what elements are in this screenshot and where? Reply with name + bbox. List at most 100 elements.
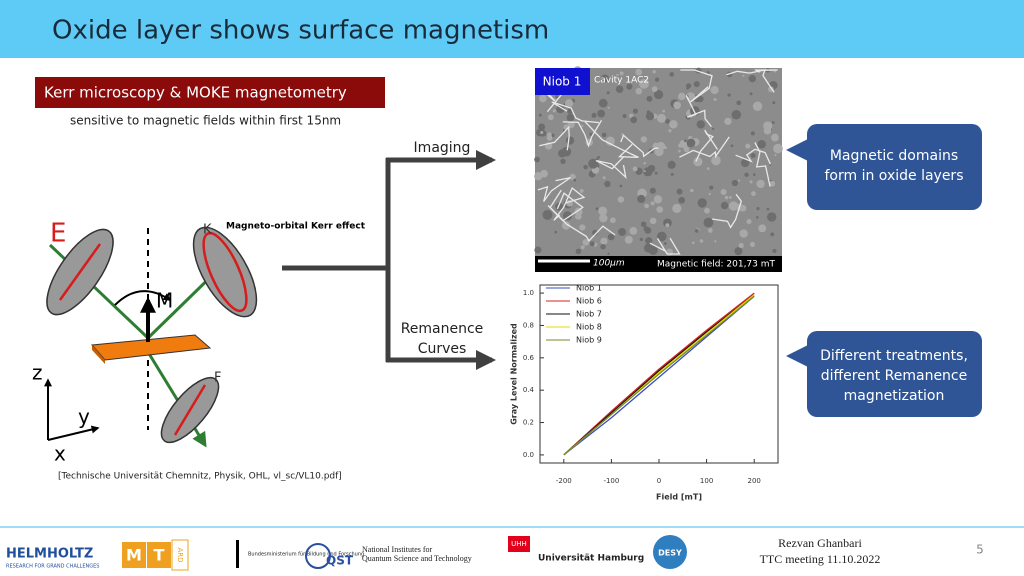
grain: [650, 201, 655, 206]
grain: [713, 97, 717, 102]
legend-label: Niob 8: [576, 323, 602, 332]
domain-wall: [726, 69, 775, 93]
grain: [676, 188, 683, 195]
domain-wall: [549, 189, 584, 222]
flow-label: Curves: [418, 341, 467, 357]
grain: [542, 209, 553, 220]
grain: [552, 109, 556, 113]
grain: [683, 146, 690, 153]
grain: [755, 216, 759, 219]
grain: [607, 106, 610, 109]
grain: [771, 121, 775, 124]
grain: [686, 138, 696, 148]
grain: [547, 132, 552, 138]
grain: [632, 166, 638, 172]
grain: [619, 71, 624, 76]
y-tick-label: 0.6: [523, 354, 535, 362]
grain: [734, 247, 743, 256]
callout-text: magnetization: [844, 388, 945, 404]
domain-wall: [562, 119, 603, 148]
grain: [538, 123, 546, 131]
series-line: [563, 295, 755, 456]
logo-mark: [305, 543, 331, 569]
legend-label: Niob 7: [576, 310, 602, 319]
grain: [669, 72, 675, 77]
grain: [654, 90, 664, 100]
grain: [648, 245, 658, 255]
diagram-label: z: [32, 361, 43, 385]
grain: [710, 85, 719, 95]
grain: [678, 92, 686, 101]
logo-text: HELMHOLTZ: [6, 547, 93, 562]
grain: [615, 85, 624, 94]
grain: [640, 221, 647, 228]
grain: [582, 239, 590, 246]
domain-wall: [754, 69, 778, 73]
grain: [600, 243, 606, 250]
grain: [724, 195, 729, 200]
domain-wall: [735, 148, 771, 165]
grain: [677, 149, 681, 153]
grain: [712, 127, 715, 130]
logo-text: QST: [326, 554, 354, 568]
grain: [692, 241, 695, 245]
grain: [766, 207, 770, 211]
grain: [693, 81, 700, 88]
diagram-label: M: [156, 289, 173, 313]
series-line: [563, 295, 755, 456]
grain: [534, 172, 543, 181]
flow-lines: [282, 150, 496, 370]
grain: [649, 217, 657, 225]
diagram-label: y: [78, 405, 90, 429]
logo-text: DESY: [658, 549, 682, 558]
chart: 0.0 0.2 0.4 0.6 0.8 1.0 -200 -100 0 100 200 Field […: [510, 284, 779, 502]
grain: [752, 173, 756, 176]
logo-text: T: [154, 546, 165, 565]
grain: [645, 237, 653, 245]
grain: [652, 70, 656, 74]
callout-text: different Remanence: [821, 368, 968, 384]
grain: [683, 139, 687, 143]
grain: [640, 80, 643, 84]
grain: [579, 224, 586, 231]
grain: [643, 170, 646, 173]
grain: [654, 171, 658, 175]
grain: [763, 126, 772, 135]
flow-label: Imaging: [414, 140, 471, 156]
grain: [678, 196, 686, 204]
domain-wall: [620, 134, 659, 158]
callout-text: form in oxide layers: [825, 168, 964, 184]
grain: [740, 158, 750, 168]
domain-wall: [712, 193, 743, 229]
grain: [697, 198, 707, 208]
grain: [748, 75, 757, 83]
grain: [624, 235, 633, 244]
grain: [738, 242, 744, 249]
image-field: Magnetic field: 201,73 mT: [657, 260, 776, 270]
grain: [643, 161, 647, 165]
grain: [656, 206, 664, 213]
method-note: sensitive to magnetic fields within firs…: [70, 114, 341, 128]
grain: [617, 196, 625, 203]
method-label: Kerr microscopy & MOKE magnetometry: [44, 84, 347, 102]
grain: [758, 224, 767, 233]
grain: [672, 203, 682, 213]
image-sample: Cavity 1AC2: [594, 76, 649, 86]
grain: [656, 231, 667, 242]
callout: [786, 331, 982, 417]
grain: [601, 132, 607, 138]
grain: [598, 206, 608, 216]
grain: [720, 201, 729, 210]
legend-label: Niob 1: [576, 284, 602, 293]
y-tick-label: 0.0: [523, 451, 534, 459]
grain: [643, 226, 650, 232]
logo-box: [147, 542, 171, 568]
grain: [573, 178, 577, 182]
grain: [731, 179, 739, 187]
grain: [540, 130, 544, 135]
grain: [773, 143, 783, 154]
grain: [736, 100, 742, 106]
logo-mark: [653, 535, 687, 569]
grain: [600, 74, 610, 83]
